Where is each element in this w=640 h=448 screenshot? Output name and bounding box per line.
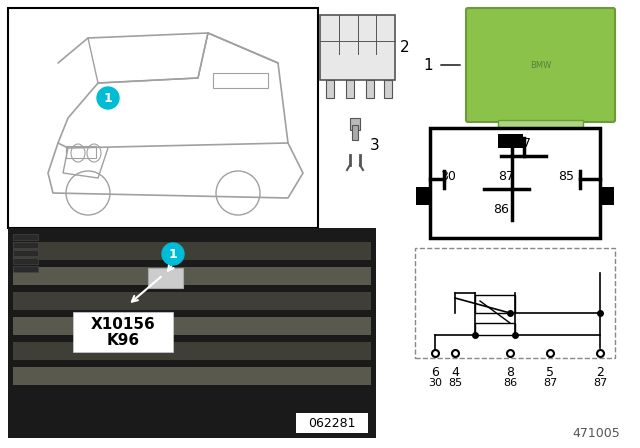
Bar	[13, 266, 38, 272]
Bar	[475, 323, 515, 335]
Bar	[416, 187, 430, 205]
Text: 1: 1	[104, 91, 113, 104]
Text: 30: 30	[428, 378, 442, 388]
Bar	[296, 413, 368, 433]
Text: 86: 86	[493, 203, 509, 216]
Bar	[213, 73, 268, 88]
Bar	[430, 128, 600, 238]
Text: 6: 6	[431, 366, 439, 379]
Bar	[13, 367, 371, 385]
Text: 87: 87	[543, 378, 557, 388]
Bar	[600, 187, 614, 205]
Bar	[13, 342, 371, 360]
Bar	[73, 312, 173, 352]
Bar	[13, 267, 371, 285]
Bar	[352, 125, 358, 140]
Bar	[13, 317, 371, 335]
Text: 471005: 471005	[572, 427, 620, 440]
Circle shape	[97, 87, 119, 109]
Bar	[8, 228, 376, 438]
Bar	[415, 248, 615, 358]
Bar	[66, 146, 96, 158]
Bar	[13, 242, 38, 248]
FancyBboxPatch shape	[466, 8, 615, 122]
Text: 062281: 062281	[308, 417, 356, 430]
Text: 8: 8	[506, 366, 514, 379]
Text: 1: 1	[424, 57, 433, 73]
Bar	[564, 205, 572, 225]
Text: 5: 5	[546, 366, 554, 379]
Text: K96: K96	[106, 332, 140, 348]
Bar	[350, 118, 360, 130]
Bar	[384, 80, 392, 98]
Bar	[346, 80, 354, 98]
Bar	[509, 205, 517, 225]
Bar	[498, 120, 583, 130]
Text: 2: 2	[596, 366, 604, 379]
Bar	[13, 292, 371, 310]
Circle shape	[162, 243, 184, 265]
Text: 1: 1	[168, 247, 177, 260]
Text: 3: 3	[370, 138, 380, 152]
Text: 86: 86	[503, 378, 517, 388]
Bar	[366, 80, 374, 98]
Bar	[8, 8, 318, 228]
Text: 87: 87	[515, 137, 531, 150]
Bar	[475, 295, 515, 313]
Bar	[326, 80, 334, 98]
Text: 2: 2	[400, 40, 410, 55]
Bar	[484, 205, 492, 225]
Text: 30: 30	[440, 170, 456, 183]
Bar	[320, 15, 395, 80]
Bar	[148, 268, 183, 288]
Text: 4: 4	[451, 366, 459, 379]
Bar	[13, 258, 38, 264]
Bar	[13, 242, 371, 260]
Bar	[498, 134, 523, 148]
Text: 85: 85	[559, 170, 575, 183]
Text: 85: 85	[448, 378, 462, 388]
Bar	[13, 234, 38, 240]
Text: 87: 87	[593, 378, 607, 388]
Text: 87: 87	[499, 170, 515, 183]
Text: BMW: BMW	[530, 60, 551, 69]
Bar	[534, 205, 542, 225]
Bar	[13, 250, 38, 256]
Text: X10156: X10156	[91, 316, 156, 332]
